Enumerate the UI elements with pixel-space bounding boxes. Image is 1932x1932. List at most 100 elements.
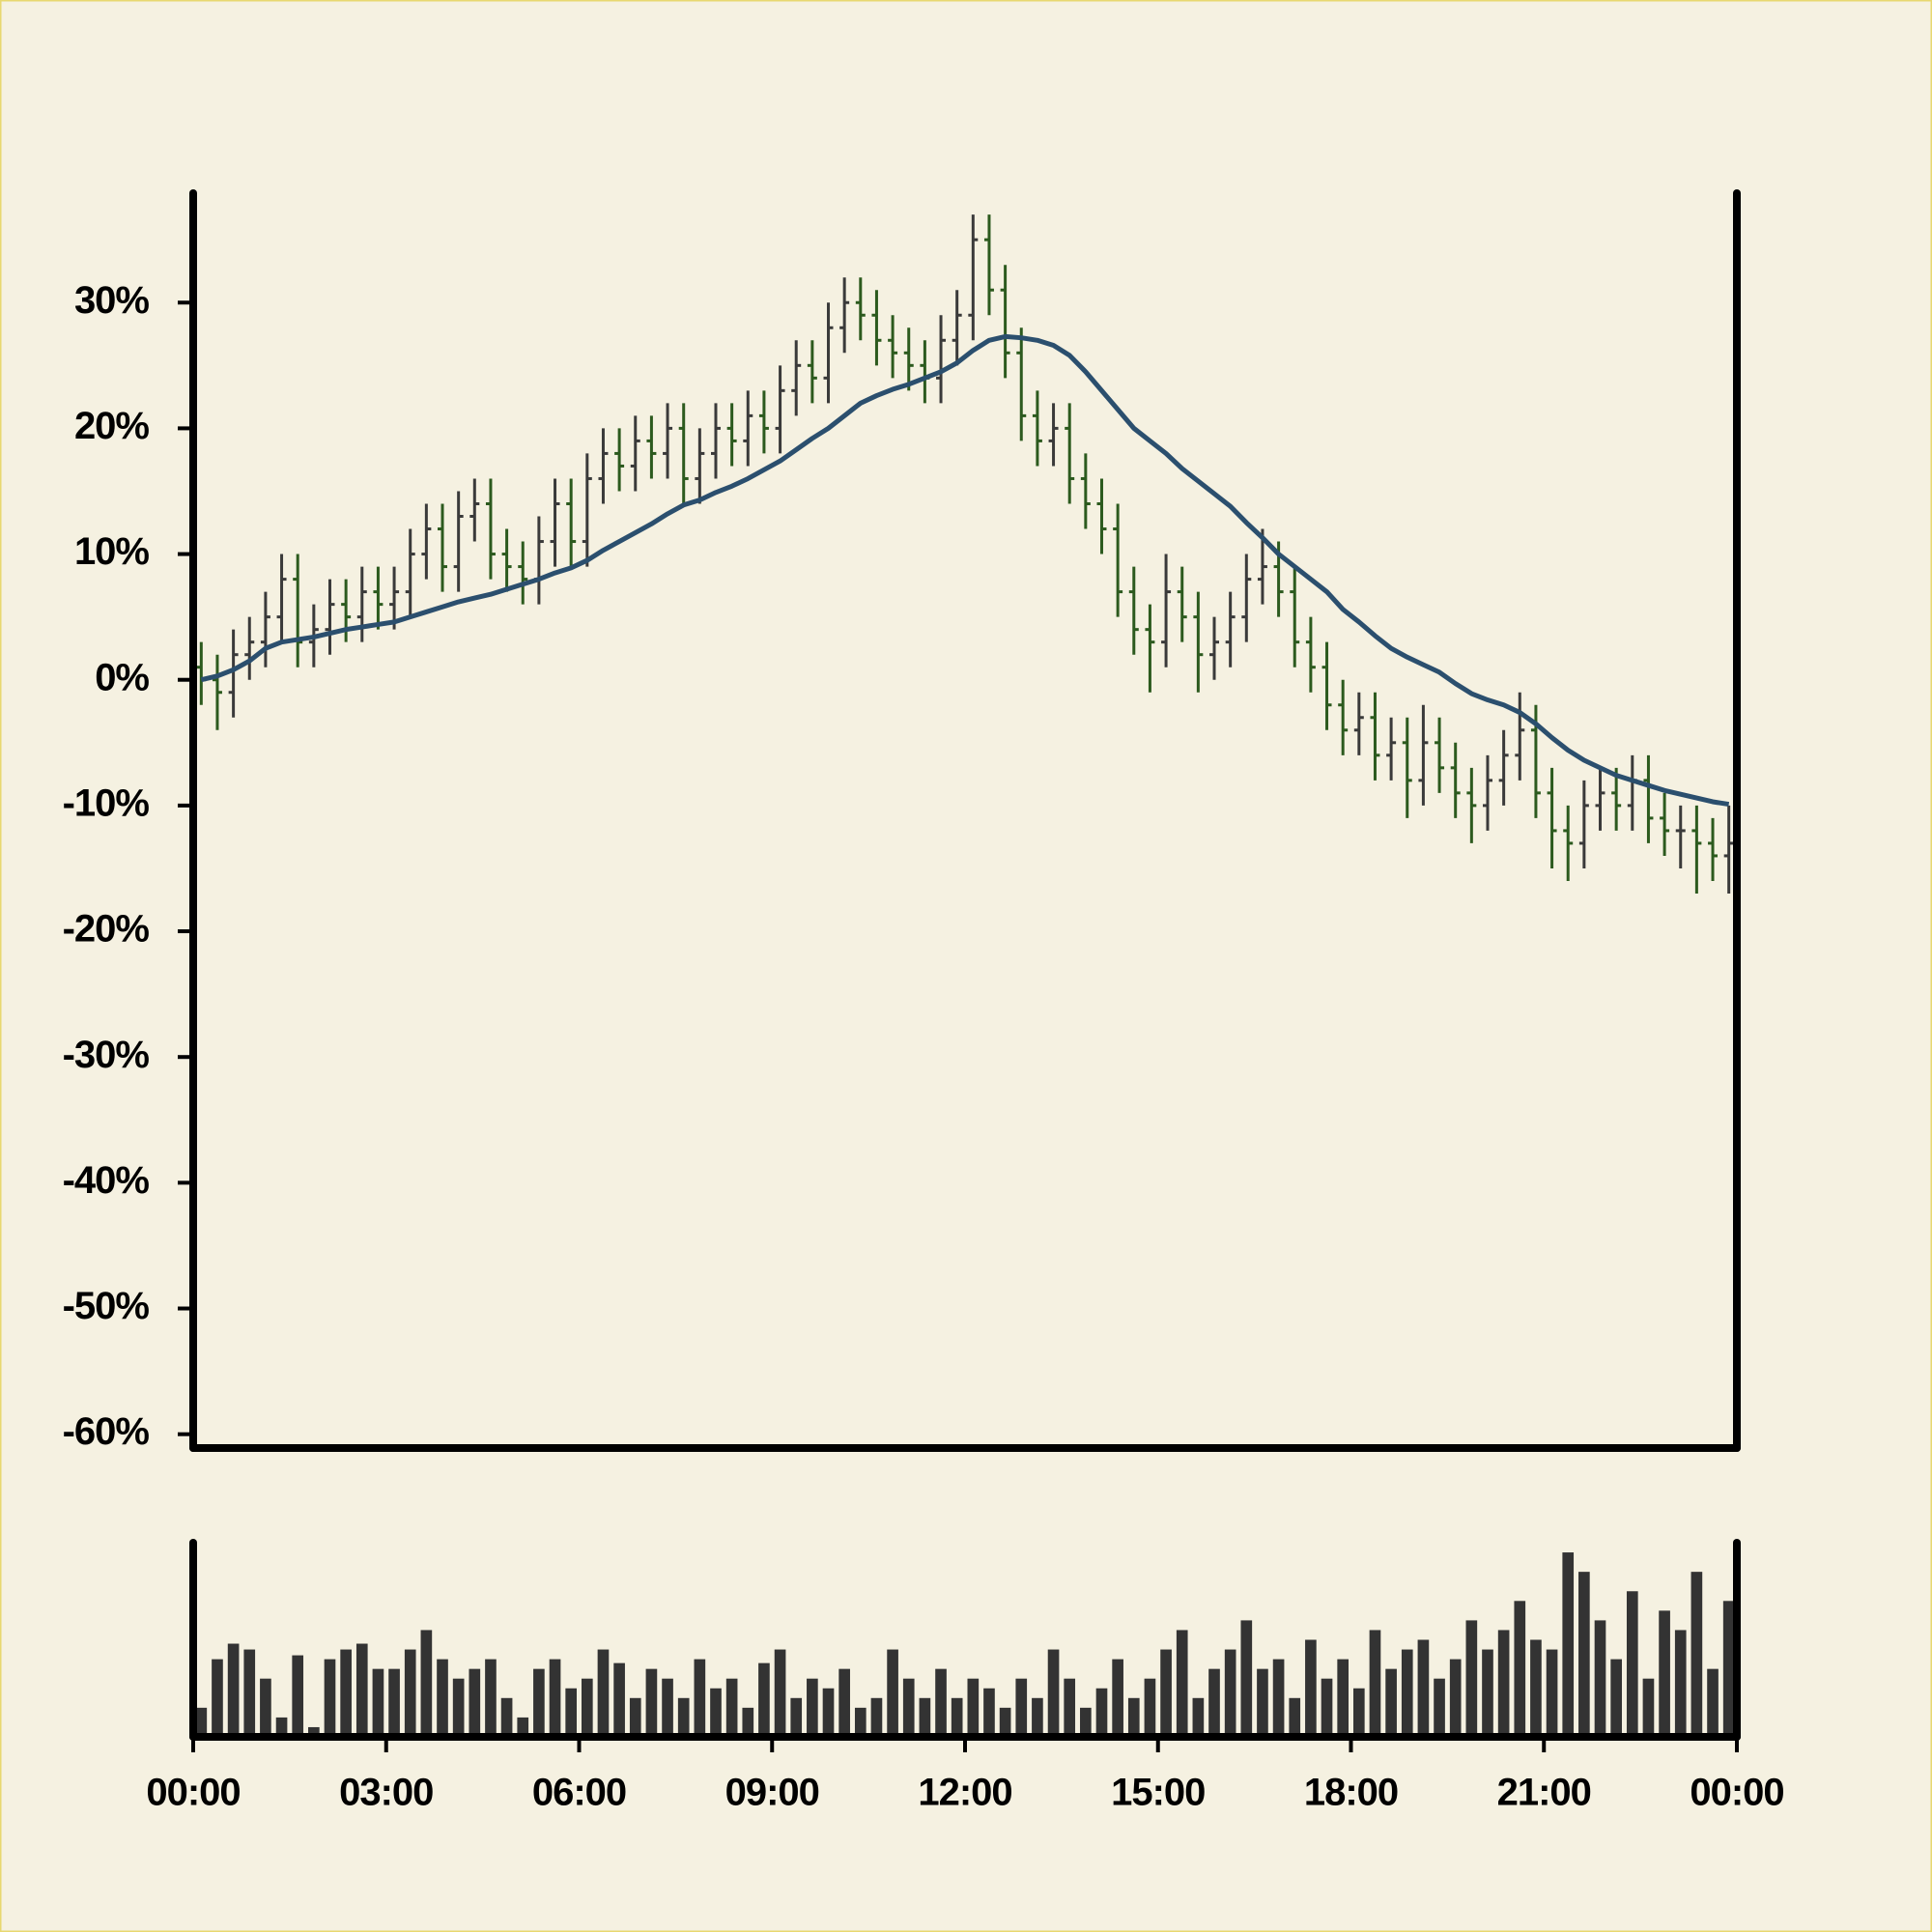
volume-bar [1626, 1591, 1638, 1737]
volume-bar [1674, 1630, 1687, 1737]
volume-bar [1257, 1668, 1268, 1737]
y-tick-label: -20% [63, 908, 150, 951]
volume-bar [1530, 1639, 1542, 1737]
volume-bar [1032, 1697, 1043, 1737]
volume-bar [1434, 1678, 1445, 1737]
x-tick-label: 15:00 [1111, 1772, 1205, 1814]
volume-bar [1610, 1659, 1622, 1737]
volume-bar [404, 1649, 416, 1737]
volume-bar [838, 1668, 850, 1737]
volume-bar [1497, 1630, 1510, 1737]
y-tick-label: -40% [63, 1159, 150, 1202]
volume-bar [1112, 1659, 1123, 1737]
volume-bar [565, 1688, 578, 1737]
y-tick-label: -60% [63, 1410, 150, 1453]
volume-bar [887, 1649, 898, 1737]
volume-bar [758, 1662, 770, 1737]
volume-bar [1015, 1678, 1028, 1737]
volume-bar [1127, 1697, 1140, 1737]
volume-bar [774, 1649, 786, 1737]
volume-bar [1208, 1668, 1220, 1737]
volume-bar [1369, 1630, 1381, 1737]
volume-bar [212, 1659, 223, 1737]
volume-bar [790, 1697, 803, 1737]
volume-bar [919, 1697, 931, 1737]
volume-bar [1321, 1678, 1333, 1737]
volume-bar [1514, 1601, 1526, 1737]
volume-bar [372, 1668, 384, 1737]
x-tick-label: 18:00 [1304, 1772, 1398, 1814]
volume-bar [999, 1707, 1011, 1737]
volume-bar [742, 1707, 754, 1737]
x-tick-label: 12:00 [918, 1772, 1011, 1814]
y-tick-label: 10% [74, 530, 149, 573]
y-tick-label: 20% [74, 405, 149, 447]
volume-bar [1160, 1649, 1172, 1737]
volume-bar [1095, 1688, 1108, 1737]
volume-bar [517, 1717, 529, 1737]
volume-bar [854, 1707, 867, 1737]
volume-bar [1272, 1659, 1285, 1737]
volume-bar [1224, 1649, 1236, 1737]
y-tick-label: -10% [63, 781, 150, 824]
volume-bar [725, 1678, 738, 1737]
volume-bar [420, 1630, 433, 1737]
volume-bar [292, 1655, 304, 1737]
volume-bar [1690, 1572, 1703, 1737]
volume-bar [597, 1649, 610, 1737]
volume-bar [485, 1659, 497, 1737]
volume-bar [935, 1668, 947, 1737]
volume-bar [1482, 1649, 1493, 1737]
volume-bar [275, 1717, 288, 1737]
x-tick-label: 00:00 [146, 1772, 240, 1814]
volume-bar [902, 1678, 915, 1737]
y-tick-label: -50% [63, 1285, 150, 1327]
volume-bar [870, 1697, 883, 1737]
volume-bar [549, 1659, 561, 1737]
volume-bar [1192, 1697, 1205, 1737]
volume-bar [1707, 1668, 1719, 1737]
volume-bar [533, 1668, 545, 1737]
volume-bar [1240, 1620, 1253, 1737]
volume-bar [1722, 1601, 1735, 1737]
volume-bar [1289, 1697, 1301, 1737]
volume-bar [195, 1707, 208, 1737]
volume-bar [355, 1643, 368, 1737]
volume-bar [581, 1678, 593, 1737]
volume-bar [694, 1659, 706, 1737]
volume-bar [1144, 1678, 1156, 1737]
volume-bar [1401, 1649, 1413, 1737]
volume-bar [243, 1649, 256, 1737]
volume-bar [1176, 1630, 1188, 1737]
volume-bar [1562, 1552, 1575, 1737]
volume-bar [662, 1678, 673, 1737]
volume-bar [1449, 1659, 1462, 1737]
volume-bar [951, 1697, 963, 1737]
volume-bar [1064, 1678, 1076, 1737]
x-tick-label: 03:00 [339, 1772, 433, 1814]
volume-bar [710, 1688, 722, 1737]
volume-bar [1659, 1610, 1670, 1737]
x-tick-label: 00:00 [1690, 1772, 1783, 1814]
volume-bar [822, 1688, 835, 1737]
volume-bar [388, 1668, 400, 1737]
volume-bar [807, 1678, 818, 1737]
volume-bar [1642, 1678, 1655, 1737]
volume-bar [469, 1668, 481, 1737]
volume-bar [1047, 1649, 1060, 1737]
volume-bar [677, 1697, 690, 1737]
volume-bar [1417, 1639, 1430, 1737]
volume-bar [340, 1649, 352, 1737]
volume-bar [500, 1697, 513, 1737]
volume-bar [983, 1688, 995, 1737]
volume-bar [1305, 1639, 1317, 1737]
volume-bar [613, 1662, 625, 1737]
volume-bar [1465, 1620, 1478, 1737]
volume-bar [1546, 1649, 1558, 1737]
volume-bar [437, 1659, 448, 1737]
volume-bar [260, 1678, 271, 1737]
volume-bar [308, 1726, 320, 1737]
